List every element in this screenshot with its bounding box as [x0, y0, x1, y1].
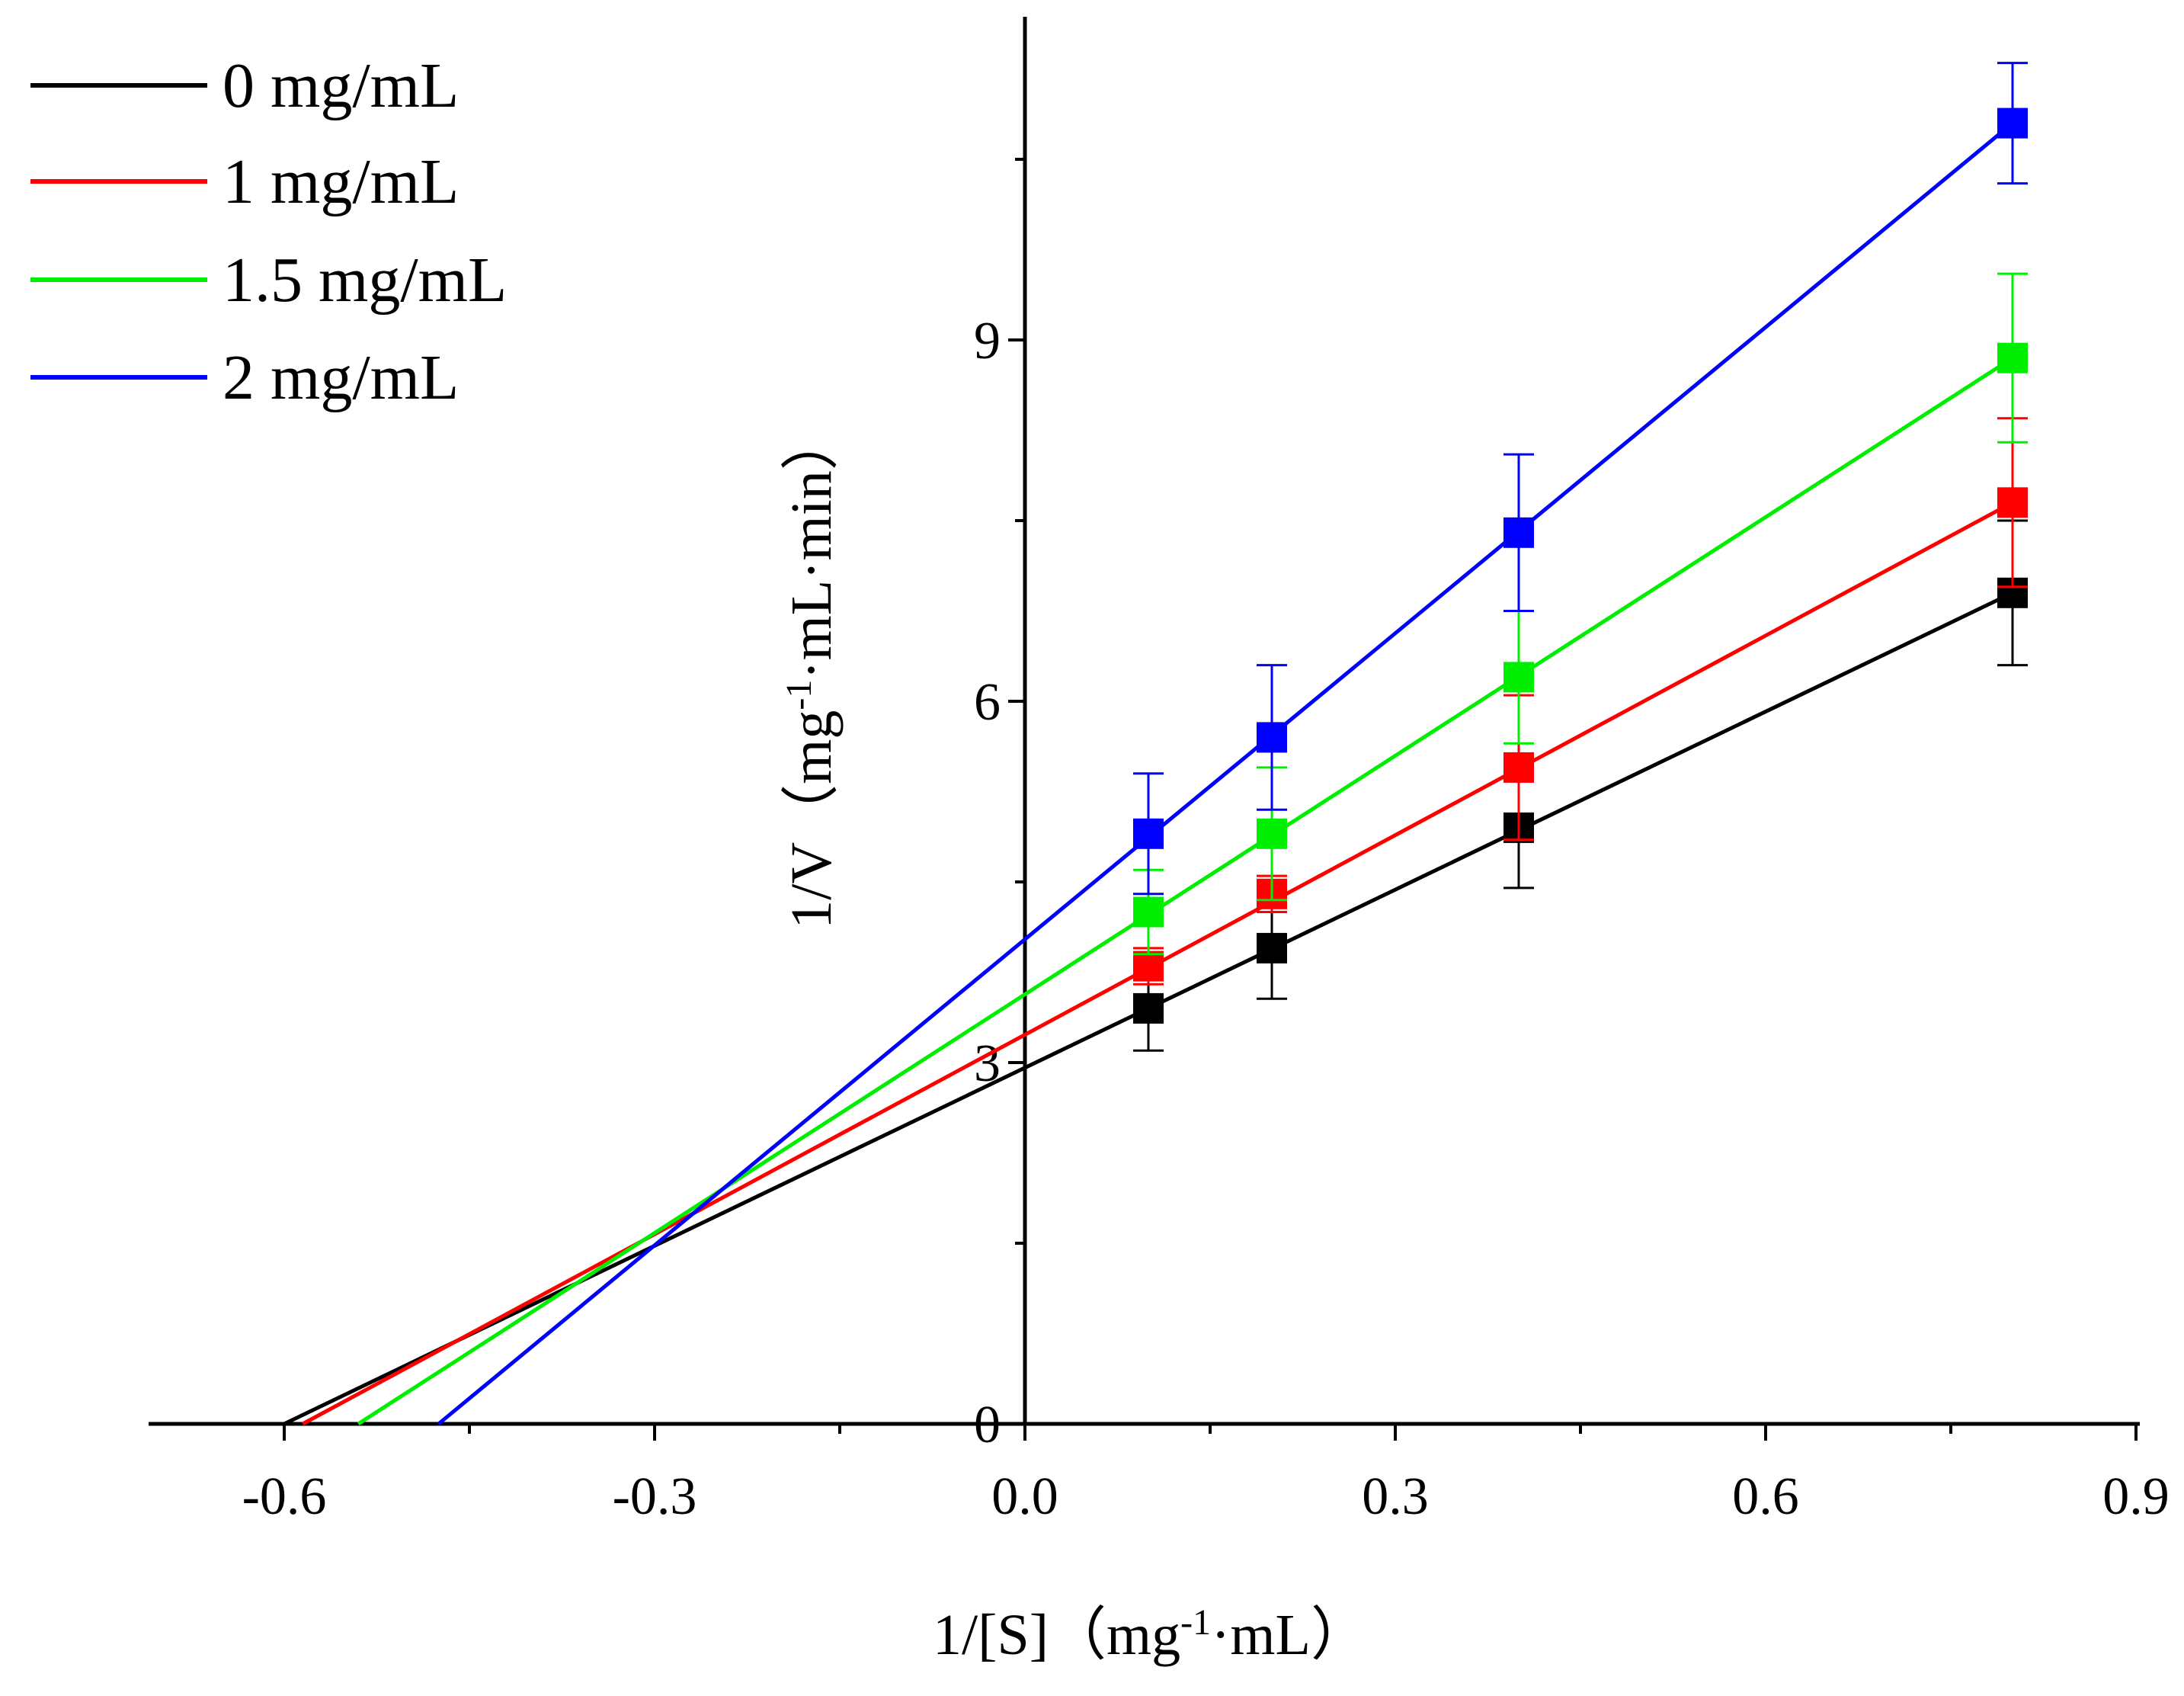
legend: 0 mg/mL 1 mg/mL 1.5 mg/mL 2 mg/mL [30, 50, 507, 413]
x-axis-title-sup: -1 [1180, 1602, 1211, 1643]
data-point [1133, 992, 1164, 1024]
legend-item-1: 1 mg/mL [30, 146, 459, 217]
series-fit-line-2 [357, 356, 2014, 1426]
x-tick-label: 0.3 [1362, 1467, 1429, 1526]
x-axis-title-main: 1/[S] [933, 1603, 1049, 1667]
data-point [1504, 517, 1534, 548]
y-tick-label: 6 [974, 673, 1001, 732]
axes [149, 17, 2140, 1426]
data-point [1257, 818, 1287, 849]
x-axis-title-paren-close: ） [1311, 1603, 1369, 1667]
series-group [283, 62, 2028, 1426]
y-tick-label: 0 [974, 1396, 1001, 1454]
x-axis-title-unit: mg [1106, 1603, 1180, 1667]
data-point [1504, 752, 1534, 783]
legend-item-3: 2 mg/mL [30, 342, 459, 413]
y-axis-title-unit: mg [780, 710, 844, 784]
y-tick-label: 9 [974, 312, 1001, 370]
series-2 [357, 272, 2028, 1426]
x-tick-label: -0.6 [242, 1467, 327, 1526]
x-tick-label: -0.3 [613, 1467, 697, 1526]
series-3 [437, 62, 2028, 1425]
legend-label-3: 2 mg/mL [223, 342, 459, 413]
data-point [1504, 662, 1534, 693]
data-point [1257, 932, 1287, 963]
data-point [1133, 951, 1164, 982]
data-point [1257, 722, 1287, 753]
y-axis-title-main: 1/V [780, 842, 844, 929]
x-tick-label: 0.6 [1732, 1467, 1799, 1526]
legend-label-0: 0 mg/mL [223, 50, 459, 121]
legend-label-1: 1 mg/mL [223, 146, 459, 217]
legend-label-2: 1.5 mg/mL [223, 245, 507, 316]
x-axis-title: 1/[S]（mg-1·mL） [933, 1602, 1369, 1668]
y-axis-title: 1/V（mg-1·mL·min） [779, 412, 844, 929]
data-point [1997, 107, 2028, 139]
data-point [1997, 487, 2028, 518]
y-axis-title-paren-open: （ [780, 784, 844, 842]
x-tick-label: 0.9 [2102, 1467, 2170, 1526]
legend-item-2: 1.5 mg/mL [30, 245, 507, 316]
legend-item-0: 0 mg/mL [30, 50, 459, 121]
x-tick-label: 0.0 [991, 1467, 1058, 1526]
data-point [1133, 818, 1164, 849]
y-axis-title-unit-rest: ·mL·min [780, 470, 844, 679]
y-axis-title-paren-close: ） [780, 412, 844, 470]
data-point [1997, 342, 2028, 374]
y-axis-title-sup: -1 [779, 680, 819, 710]
series-fit-line-3 [437, 121, 2014, 1425]
x-axis-title-paren-open: （ [1049, 1603, 1106, 1667]
series-1 [302, 417, 2028, 1426]
x-axis-title-unit-rest: ·mL [1211, 1603, 1311, 1667]
data-point [1133, 896, 1164, 928]
